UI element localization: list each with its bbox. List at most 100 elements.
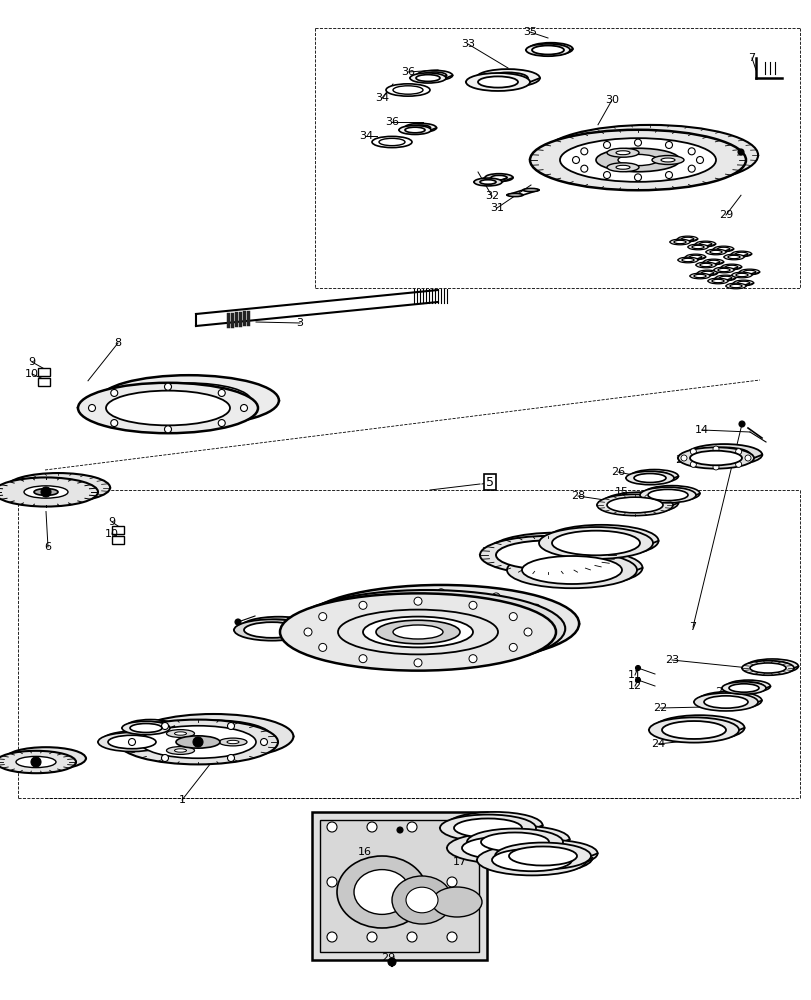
- Ellipse shape: [122, 721, 169, 735]
- Ellipse shape: [440, 815, 535, 841]
- Ellipse shape: [484, 174, 513, 182]
- Circle shape: [508, 643, 517, 651]
- Text: 31: 31: [489, 203, 504, 213]
- Ellipse shape: [176, 736, 220, 748]
- Bar: [112, 536, 124, 544]
- Ellipse shape: [651, 156, 683, 164]
- Ellipse shape: [651, 488, 691, 499]
- Ellipse shape: [699, 263, 711, 267]
- Ellipse shape: [731, 272, 751, 278]
- Circle shape: [491, 646, 500, 654]
- Circle shape: [303, 628, 311, 636]
- Ellipse shape: [691, 245, 703, 249]
- Circle shape: [580, 165, 587, 172]
- Ellipse shape: [677, 447, 753, 469]
- Circle shape: [260, 738, 267, 746]
- Circle shape: [319, 613, 326, 621]
- Text: 10: 10: [25, 369, 39, 379]
- Circle shape: [523, 628, 531, 636]
- Ellipse shape: [607, 148, 638, 157]
- Circle shape: [327, 620, 335, 628]
- Circle shape: [712, 464, 718, 470]
- Text: 29: 29: [718, 210, 732, 220]
- Ellipse shape: [347, 606, 507, 651]
- Ellipse shape: [707, 260, 719, 264]
- Circle shape: [161, 722, 169, 729]
- Ellipse shape: [731, 251, 751, 257]
- Ellipse shape: [551, 531, 639, 555]
- Text: 15: 15: [614, 487, 629, 497]
- Circle shape: [41, 487, 51, 497]
- Circle shape: [688, 148, 694, 155]
- Ellipse shape: [415, 75, 440, 81]
- Ellipse shape: [732, 682, 762, 690]
- Circle shape: [358, 655, 367, 663]
- Circle shape: [406, 822, 417, 832]
- Ellipse shape: [6, 747, 86, 770]
- Text: 6: 6: [45, 542, 51, 552]
- Circle shape: [446, 822, 457, 832]
- Circle shape: [572, 157, 579, 164]
- Ellipse shape: [392, 876, 452, 924]
- Text: 22: 22: [135, 741, 149, 751]
- Ellipse shape: [506, 193, 522, 197]
- Circle shape: [446, 877, 457, 887]
- Bar: [320, 820, 478, 952]
- Circle shape: [319, 643, 326, 651]
- Circle shape: [327, 877, 337, 887]
- Ellipse shape: [689, 255, 701, 259]
- Text: 9: 9: [28, 357, 36, 367]
- Circle shape: [446, 932, 457, 942]
- Circle shape: [328, 640, 336, 648]
- Circle shape: [227, 755, 234, 762]
- Ellipse shape: [101, 731, 169, 750]
- Ellipse shape: [703, 696, 747, 708]
- Ellipse shape: [743, 270, 755, 274]
- Ellipse shape: [560, 138, 715, 182]
- Ellipse shape: [36, 481, 80, 494]
- Circle shape: [478, 651, 486, 659]
- Ellipse shape: [337, 610, 497, 654]
- Ellipse shape: [508, 846, 577, 866]
- Ellipse shape: [487, 72, 527, 84]
- Circle shape: [547, 620, 555, 628]
- Circle shape: [218, 389, 225, 396]
- Ellipse shape: [479, 180, 496, 184]
- Ellipse shape: [479, 536, 616, 574]
- Circle shape: [633, 139, 641, 146]
- Circle shape: [735, 461, 740, 467]
- Text: 18: 18: [532, 851, 547, 861]
- Ellipse shape: [669, 239, 689, 245]
- Ellipse shape: [280, 593, 556, 671]
- Bar: [38, 368, 50, 376]
- Circle shape: [744, 455, 750, 461]
- Ellipse shape: [753, 661, 789, 671]
- Ellipse shape: [534, 44, 566, 53]
- Ellipse shape: [726, 680, 770, 692]
- Circle shape: [327, 932, 337, 942]
- Ellipse shape: [112, 734, 160, 747]
- Text: 13: 13: [245, 623, 259, 633]
- Ellipse shape: [512, 550, 642, 586]
- Ellipse shape: [155, 720, 271, 753]
- Ellipse shape: [361, 601, 521, 646]
- Ellipse shape: [711, 279, 723, 283]
- Circle shape: [367, 598, 375, 606]
- Ellipse shape: [648, 717, 738, 743]
- Text: 11: 11: [627, 670, 642, 680]
- Ellipse shape: [542, 125, 757, 185]
- Ellipse shape: [240, 617, 316, 638]
- Ellipse shape: [127, 383, 251, 418]
- Ellipse shape: [719, 276, 731, 280]
- Ellipse shape: [654, 715, 744, 740]
- Circle shape: [436, 589, 444, 597]
- Ellipse shape: [527, 554, 627, 582]
- Ellipse shape: [697, 692, 761, 709]
- Ellipse shape: [6, 473, 110, 502]
- Circle shape: [88, 404, 96, 412]
- Circle shape: [491, 593, 500, 601]
- Ellipse shape: [703, 259, 723, 265]
- Circle shape: [518, 640, 526, 648]
- Ellipse shape: [174, 732, 187, 735]
- Ellipse shape: [643, 486, 699, 501]
